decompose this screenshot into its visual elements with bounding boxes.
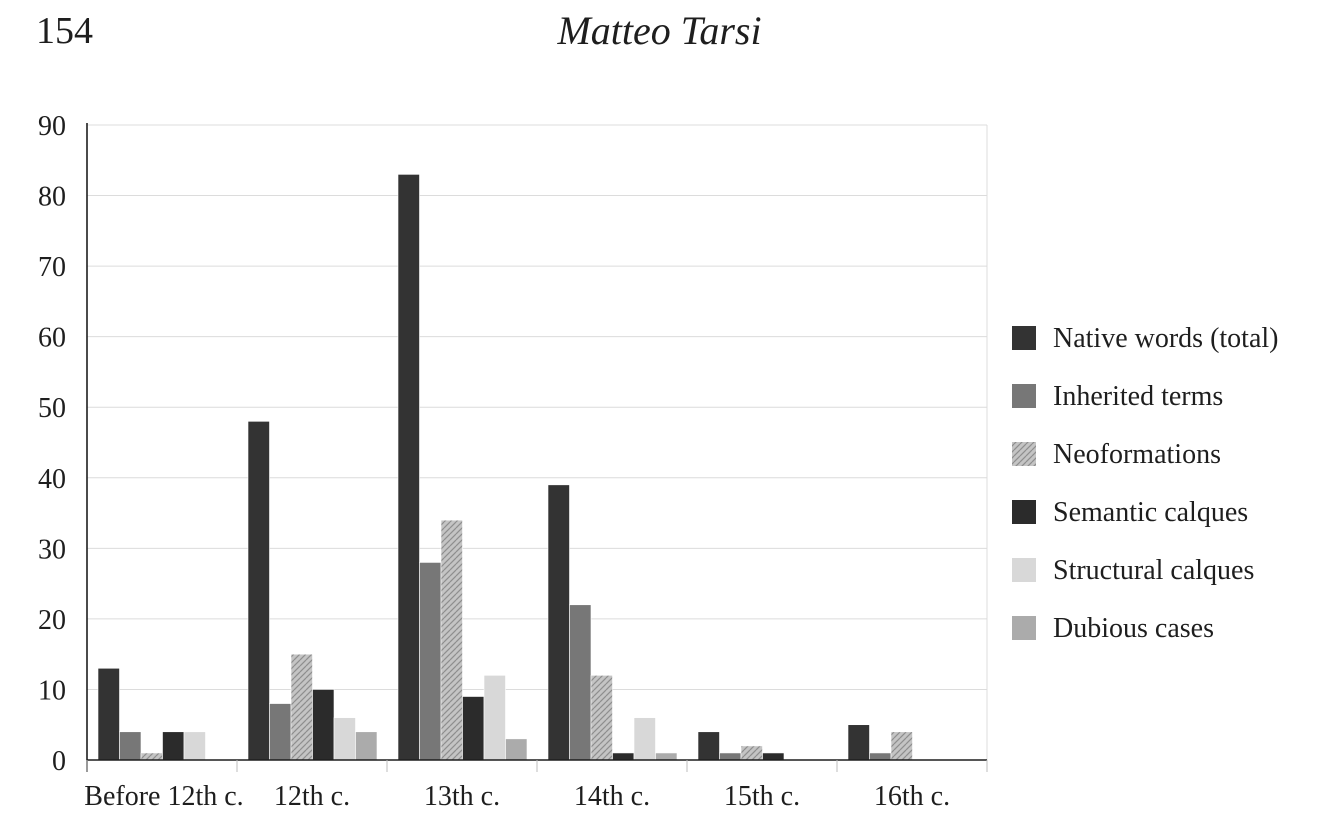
bars-group bbox=[97, 174, 913, 761]
bar bbox=[140, 752, 163, 761]
bar bbox=[847, 724, 870, 761]
y-tick-label: 0 bbox=[52, 746, 66, 777]
bar bbox=[612, 752, 635, 761]
y-tick-label: 30 bbox=[38, 534, 66, 565]
bar bbox=[247, 421, 270, 761]
bar bbox=[290, 653, 313, 761]
bar bbox=[740, 745, 763, 761]
legend-label: Dubious cases bbox=[1053, 613, 1214, 644]
bar bbox=[183, 731, 206, 761]
x-axis-ticks: Before 12th c. 12th c. 13th c. 14th c. 15th … bbox=[84, 781, 950, 812]
legend-label: Inherited terms bbox=[1053, 381, 1223, 412]
bar bbox=[869, 752, 892, 761]
bar bbox=[483, 675, 506, 761]
y-tick-label: 70 bbox=[38, 252, 66, 283]
bar bbox=[890, 731, 913, 761]
page-number: 154 bbox=[36, 10, 93, 52]
legend-swatch bbox=[1012, 616, 1036, 640]
bar bbox=[440, 519, 463, 761]
bar bbox=[162, 731, 185, 761]
bar bbox=[590, 675, 613, 761]
bar bbox=[312, 689, 335, 761]
x-tick-label: 14th c. bbox=[574, 781, 650, 812]
legend-swatch bbox=[1012, 558, 1036, 582]
grid-lines bbox=[87, 124, 988, 760]
bar bbox=[119, 731, 142, 761]
y-tick-label: 40 bbox=[38, 464, 66, 495]
x-tick-label: 16th c. bbox=[874, 781, 950, 812]
y-tick-label: 80 bbox=[38, 182, 66, 213]
bar bbox=[762, 752, 785, 761]
bar bbox=[505, 738, 528, 761]
bar bbox=[655, 752, 678, 761]
y-tick-label: 50 bbox=[38, 393, 66, 424]
legend-swatch bbox=[1012, 442, 1036, 466]
legend-label: Neoformations bbox=[1053, 439, 1221, 470]
bar bbox=[397, 174, 420, 761]
x-tick-label: 15th c. bbox=[724, 781, 800, 812]
legend-swatch bbox=[1012, 500, 1036, 524]
x-tick-label: 13th c. bbox=[424, 781, 500, 812]
y-tick-label: 60 bbox=[38, 323, 66, 354]
bar bbox=[355, 731, 378, 761]
y-tick-label: 90 bbox=[38, 111, 66, 142]
bar bbox=[419, 562, 442, 761]
axes bbox=[86, 123, 988, 772]
legend-swatch bbox=[1012, 384, 1036, 408]
bar bbox=[697, 731, 720, 761]
y-tick-label: 10 bbox=[38, 675, 66, 706]
legend: Native words (total) Inherited terms Neofo… bbox=[1012, 323, 1279, 644]
bar bbox=[269, 703, 292, 761]
running-head-author: Matteo Tarsi bbox=[557, 8, 762, 53]
bar bbox=[547, 484, 570, 761]
legend-swatch bbox=[1012, 326, 1036, 350]
x-tick-label: Before 12th c. bbox=[84, 781, 243, 812]
bar bbox=[462, 696, 485, 761]
legend-label: Native words (total) bbox=[1053, 323, 1279, 354]
bar bbox=[569, 604, 592, 761]
bar bbox=[333, 717, 356, 761]
legend-label: Structural calques bbox=[1053, 555, 1254, 586]
bar bbox=[633, 717, 656, 761]
bar bbox=[719, 752, 742, 761]
y-tick-label: 20 bbox=[38, 605, 66, 636]
y-axis-ticks: 0 10 20 30 40 50 60 70 80 90 bbox=[38, 111, 66, 777]
bar bbox=[97, 667, 120, 761]
x-tick-label: 12th c. bbox=[274, 781, 350, 812]
legend-label: Semantic calques bbox=[1053, 497, 1248, 528]
